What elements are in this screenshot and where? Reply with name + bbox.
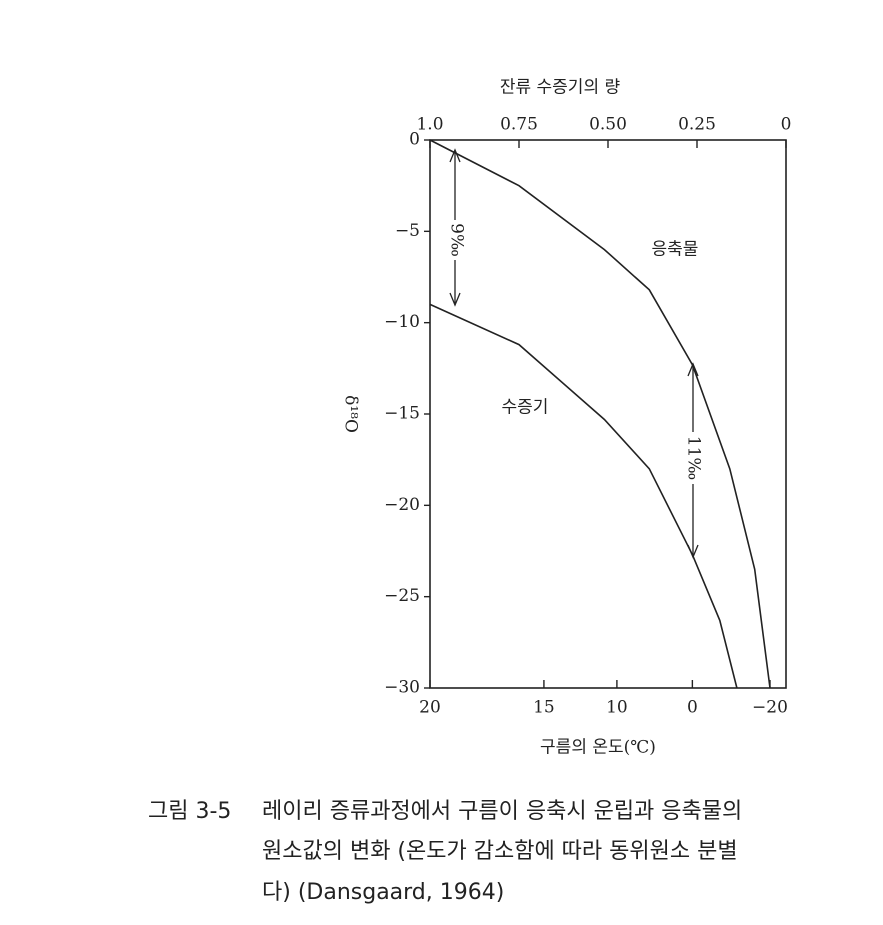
top-tick-label: 0.25 [678,115,716,135]
top-tick-label: 0 [781,115,792,135]
top-axis-title: 잔류 수증기의 량 [500,78,621,98]
y-tick-label: −25 [384,586,420,606]
bottom-tick-label: 10 [606,698,628,718]
caption-label: 그림 3-5 [148,799,231,824]
series-line [429,139,771,689]
y-tick-label: −5 [395,221,420,241]
y-tick-label: 0 [409,130,420,150]
label-bg [447,220,465,260]
bottom-tick-label: 20 [419,698,441,718]
y-tick-label: −10 [384,312,420,332]
y-tick-label: −20 [384,495,420,515]
bottom-tick-label: 0 [687,698,698,718]
series-label: 수증기 [502,398,549,418]
y-tick-label: −15 [384,404,420,424]
series-line [429,303,738,689]
x-axis-title: 구름의 온도(℃) [540,738,656,758]
top-tick-label: 0.75 [500,115,538,135]
y-axis-title: δ¹⁸O [341,395,361,433]
series-label: 응축물 [652,240,699,260]
plot-frame [429,139,787,689]
label-bg [684,432,702,484]
bottom-tick-label: 15 [533,698,555,718]
annotation: 9‰ [447,223,467,257]
top-tick-label: 0.50 [589,115,627,135]
y-tick-label: −30 [384,678,420,698]
annotation: 11‰ [684,436,704,480]
bottom-tick-label: −20 [752,698,788,718]
caption-line: 다) (Dansgaard, 1964) [262,880,504,905]
top-tick-label: 1.0 [416,115,443,135]
caption-line: 원소값의 변화 (온도가 감소함에 따라 동위원소 분별 [262,839,738,864]
caption-line: 레이리 증류과정에서 구름이 응축시 운립과 응축물의 [262,799,742,824]
arrow-head [449,148,461,307]
